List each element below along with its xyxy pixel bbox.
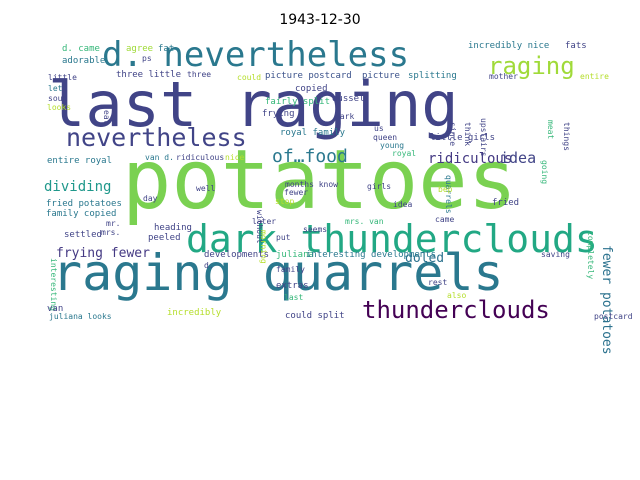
cloud-word: going [540,160,549,184]
cloud-word: eat [102,110,111,125]
cloud-word: fewer potatoes [599,245,614,355]
cloud-word: fried potatoes [46,199,122,209]
cloud-word: frying [262,109,295,119]
cloud-word: raging quarrels [52,244,504,302]
cloud-word: fewer [284,188,308,197]
cloud-word: put [276,233,291,242]
cloud-word: entire royal [47,156,112,166]
cloud-word: d. [204,261,214,270]
cloud-word: came [435,215,454,224]
cloud-word: bep [438,185,453,194]
cloud-word: family [276,265,305,274]
cloud-word: things [562,122,571,151]
cloud-word: mother [489,72,518,81]
chart-title: 1943-12-30 [279,12,361,28]
cloud-word: nice [225,153,244,162]
cloud-word: dark thunderclouds [186,217,598,261]
cloud-word: royal [392,149,416,158]
cloud-word: doled [405,251,444,266]
cloud-word: mrs. van [345,217,384,226]
cloud-word: fats [565,41,587,51]
cloud-word: young [380,141,404,150]
cloud-word: ridiculous [176,153,224,162]
cloud-word: three [187,70,211,79]
cloud-word: heading [154,223,192,233]
cloud-word: little girls [430,133,495,143]
cloud-word: copied [295,84,328,94]
cloud-word: van d. [145,153,174,162]
cloud-word: frying fewer [56,246,150,261]
cloud-word: fairly split [265,97,330,107]
cloud-word: royal family [280,128,346,138]
cloud-word: incredibly [167,308,222,318]
cloud-word: idea [500,149,536,167]
cloud-word: could split [285,311,345,321]
cloud-word: potatoes [122,133,517,228]
cloud-word: juliana looks [49,312,112,321]
cloud-word: mr. [106,219,120,228]
cloud-word: could [237,73,261,82]
cloud-word: entire [580,72,609,81]
cloud-word: girls [367,182,391,191]
cloud-word: well [196,184,215,193]
cloud-word: upstairs [479,118,488,157]
cloud-word: interesting [49,258,58,311]
cloud-word: little [48,73,77,82]
cloud-word: looks [47,103,71,112]
cloud-word: saving [541,250,570,259]
cloud-word: settled [64,230,102,240]
cloud-word: idea [393,200,412,209]
cloud-word: d. nevertheless [102,35,409,75]
cloud-word: picture postcard [265,71,352,81]
cloud-word: dussel [332,94,365,104]
cloud-word: nevertheless [66,123,247,152]
cloud-word: quarrels [444,175,453,214]
cloud-word: months know [285,180,338,189]
cloud-word: postcard [594,312,633,321]
cloud-word: interesting developments [306,250,436,260]
cloud-word: meat [546,120,555,139]
cloud-word: without [255,210,264,244]
cloud-word: extras [276,281,309,291]
cloud-word: last [284,293,303,302]
cloud-word: three little [116,70,181,80]
cloud-word: soup [48,94,67,103]
cloud-word: fried [492,198,519,208]
cloud-word: morning [259,230,268,264]
cloud-word: of…food [272,146,348,167]
cloud-word: dark [335,112,354,121]
cloud-word: thunderclouds [362,296,550,324]
cloud-word: splitting [408,71,457,81]
cloud-word: think [463,122,472,146]
cloud-word: let [48,84,63,93]
cloud-word: peeled [148,233,181,243]
cloud-word: later [252,217,276,226]
cloud-word: completely [586,231,595,279]
cloud-word: van [47,304,63,314]
cloud-word: adorable [62,56,105,66]
cloud-word: rest [428,278,447,287]
cloud-word: also [447,291,466,300]
cloud-word: since [448,122,457,146]
cloud-word: developments [204,250,269,260]
cloud-word: d. came [62,44,100,54]
cloud-word: day [143,194,158,203]
cloud-word: stop [275,197,294,206]
cloud-word: dividing [44,179,111,195]
cloud-word: mrs. [101,228,120,237]
cloud-word: fat [158,44,174,54]
cloud-word: seems [303,225,327,234]
cloud-word: juliana [276,250,314,260]
cloud-word: us [374,124,384,133]
cloud-word: last raging [48,68,459,141]
cloud-word: family copied [46,209,116,219]
cloud-word: queen [373,133,397,142]
cloud-word: ridiculous [428,151,512,167]
cloud-word: incredibly nice [468,41,549,51]
cloud-word: picture [362,71,400,81]
cloud-word: ps [142,54,152,63]
cloud-word: agree [126,44,153,54]
cloud-word: raging [488,52,575,80]
